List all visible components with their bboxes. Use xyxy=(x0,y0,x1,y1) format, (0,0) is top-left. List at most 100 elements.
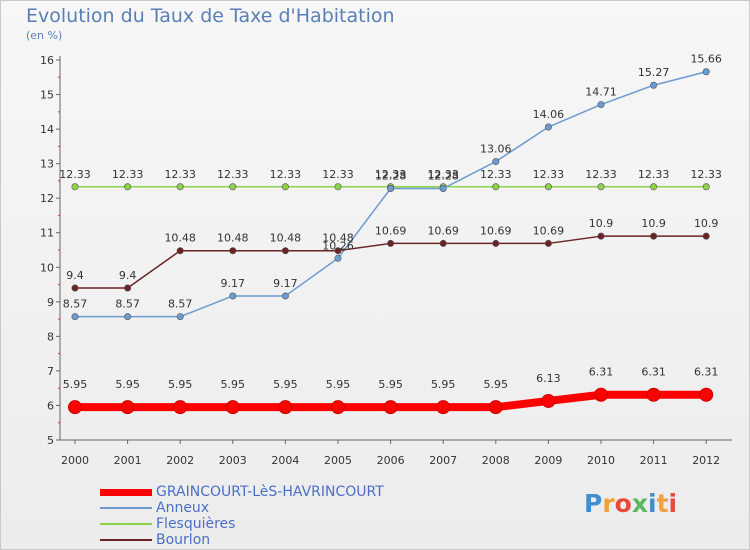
data-label: 12.33 xyxy=(533,168,565,181)
legend-item-anneux[interactable]: Anneux xyxy=(100,500,384,516)
data-label: 15.27 xyxy=(638,66,670,79)
data-label: 5.95 xyxy=(115,378,140,391)
data-label: 8.57 xyxy=(63,298,88,311)
x-tick-label: 2002 xyxy=(166,454,194,467)
data-label: 10.69 xyxy=(427,224,459,237)
y-tick-label: 10 xyxy=(40,261,54,274)
series-point-3 xyxy=(176,247,184,255)
data-label: 12.33 xyxy=(375,168,407,181)
legend-label-anneux: Anneux xyxy=(156,500,210,516)
data-label: 12.33 xyxy=(690,168,722,181)
data-label: 10.69 xyxy=(480,224,512,237)
series-point-3 xyxy=(281,247,289,255)
series-point-3 xyxy=(124,284,132,292)
y-tick-label: 12 xyxy=(40,192,54,205)
y-tick-label: 5 xyxy=(47,434,54,447)
series-point-1 xyxy=(71,313,79,321)
data-label: 12.33 xyxy=(217,168,249,181)
data-label: 5.95 xyxy=(168,378,193,391)
series-point-2 xyxy=(229,183,237,191)
y-tick-label: 14 xyxy=(40,123,54,136)
data-label: 10.9 xyxy=(694,217,719,230)
series-point-0 xyxy=(541,393,556,408)
series-point-2 xyxy=(650,183,658,191)
series-point-1 xyxy=(387,185,395,193)
series-point-3 xyxy=(650,232,658,240)
series-point-1 xyxy=(334,254,342,262)
y-tick-label: 13 xyxy=(40,158,54,171)
series-point-0 xyxy=(646,387,661,402)
data-label: 5.95 xyxy=(431,378,456,391)
y-tick-label: 11 xyxy=(40,227,54,240)
data-label: 12.28 xyxy=(427,170,459,183)
x-tick-label: 2007 xyxy=(429,454,457,467)
legend-item-flesquieres[interactable]: Flesquières xyxy=(100,516,384,532)
y-tick-label: 6 xyxy=(47,399,54,412)
proxiti-logo: Proxiti xyxy=(584,489,678,518)
y-tick-label: 7 xyxy=(47,365,54,378)
series-point-0 xyxy=(488,400,503,415)
legend-swatch-anneux xyxy=(100,507,152,509)
data-label: 12.33 xyxy=(638,168,670,181)
data-label: 12.33 xyxy=(585,168,617,181)
data-label: 8.57 xyxy=(168,298,193,311)
series-point-0 xyxy=(173,400,188,415)
data-label: 14.06 xyxy=(533,108,565,121)
series-point-3 xyxy=(229,247,237,255)
series-point-0 xyxy=(383,400,398,415)
x-tick-label: 2001 xyxy=(114,454,142,467)
data-label: 13.06 xyxy=(480,143,512,156)
series-point-2 xyxy=(702,183,710,191)
series-point-1 xyxy=(544,123,552,131)
data-label: 15.66 xyxy=(690,53,722,66)
data-label: 6.31 xyxy=(641,366,666,379)
data-label: 12.33 xyxy=(322,168,354,181)
series-point-2 xyxy=(544,183,552,191)
data-label: 10.48 xyxy=(217,232,249,245)
data-label: 12.33 xyxy=(270,168,302,181)
series-point-2 xyxy=(71,183,79,191)
x-tick-label: 2003 xyxy=(219,454,247,467)
series-point-3 xyxy=(492,239,500,247)
x-tick-label: 2012 xyxy=(692,454,720,467)
legend-item-bourlon[interactable]: Bourlon xyxy=(100,532,384,548)
data-label: 10.9 xyxy=(589,217,614,230)
x-tick-label: 2000 xyxy=(61,454,89,467)
legend-swatch-flesquieres xyxy=(100,523,152,525)
series-point-3 xyxy=(334,247,342,255)
legend-label-graincourt: GRAINCOURT-LèS-HAVRINCOURT xyxy=(156,484,384,500)
data-label: 12.28 xyxy=(375,170,407,183)
x-tick-label: 2009 xyxy=(534,454,562,467)
x-tick-label: 2010 xyxy=(587,454,615,467)
data-label: 12.33 xyxy=(59,168,91,181)
series-point-3 xyxy=(597,232,605,240)
data-label: 6.31 xyxy=(694,366,719,379)
data-label: 9.17 xyxy=(273,277,298,290)
y-tick-label: 15 xyxy=(40,89,54,102)
series-point-0 xyxy=(225,400,240,415)
chart-subtitle: (en %) xyxy=(26,29,63,42)
legend: GRAINCOURT-LèS-HAVRINCOURT Anneux Flesqu… xyxy=(100,484,384,548)
series-point-3 xyxy=(71,284,79,292)
series-point-1 xyxy=(702,68,710,76)
legend-item-graincourt[interactable]: GRAINCOURT-LèS-HAVRINCOURT xyxy=(100,484,384,500)
series-point-0 xyxy=(436,400,451,415)
legend-label-bourlon: Bourlon xyxy=(156,532,211,548)
data-label: 12.33 xyxy=(112,168,144,181)
data-label: 12.33 xyxy=(164,168,196,181)
legend-label-flesquieres: Flesquières xyxy=(156,516,236,532)
data-label: 14.71 xyxy=(585,86,617,99)
chart-title: Evolution du Taux de Taxe d'Habitation xyxy=(26,5,395,27)
series-line-1 xyxy=(74,70,707,318)
series-point-2 xyxy=(597,183,605,191)
data-label: 10.9 xyxy=(641,217,666,230)
data-label: 5.95 xyxy=(378,378,403,391)
data-label: 5.95 xyxy=(273,378,298,391)
series-point-2 xyxy=(334,183,342,191)
series-point-0 xyxy=(120,400,135,415)
series-point-2 xyxy=(492,183,500,191)
data-label: 5.95 xyxy=(484,378,509,391)
x-tick-label: 2011 xyxy=(640,454,668,467)
